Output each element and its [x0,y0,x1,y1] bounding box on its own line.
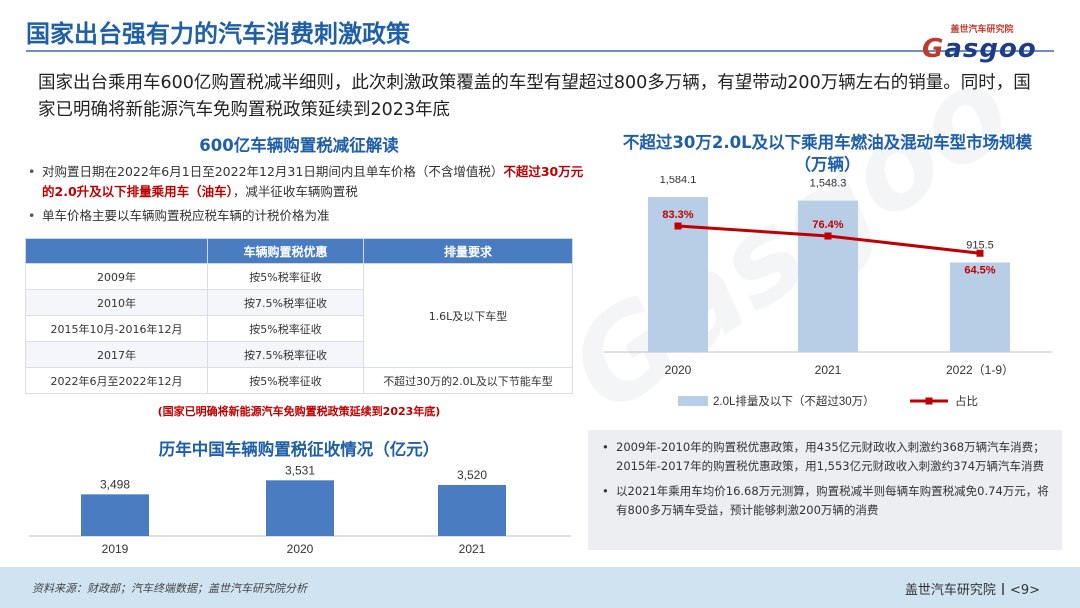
legend-bar-label: 2.0L排量及以下（不超过30万） [713,394,875,408]
table-row: 2017年 按7.5%税率征收 [25,341,573,368]
x-tick-label: 2019 [102,542,129,556]
table-cell-policy: 按5%税率征收 [207,263,364,290]
share-label: 83.3% [662,209,693,221]
table-row: 2022年6月至2022年12月 按5%税率征收 不超过30万的2.0L及以下节… [25,367,573,394]
table-row: 2009年 按5%税率征收 1.6L及以下车型 [25,263,573,368]
tax-bullets: 对购置日期在2022年6月1日至2022年12月31日期间内且单车价格（不含增值… [28,162,588,230]
table-header-policy: 车辆购置税优惠 [207,238,364,264]
table-cell-year: 2017年 [25,341,208,368]
legend-bar-swatch [678,396,708,406]
legend-line-label: 占比 [955,394,978,408]
table-cell-year: 2022年6月至2022年12月 [25,367,208,394]
footer: 资料来源：财政部；汽车终端数据；盖世汽车研究院分析 盖世汽车研究院 <9> [0,567,1080,608]
table-cell-year: 2010年 [25,289,208,316]
tax-section-title: 600亿车辆购置税减征解读 [199,136,399,155]
effect-bullet-1: 2009年-2010年的购置税优惠政策，用435亿元财政收入刺激约368万辆汽车… [600,438,1050,476]
table-row: 2015年10月-2016年12月 按5%税率征收 [25,315,573,342]
table-cell-requirement: 1.6L及以下车型 [363,263,573,368]
table-header-row: 车辆购置税优惠 排量要求 [25,238,573,264]
table-cell-policy: 按7.5%税率征收 [207,289,364,316]
x-tick-label: 2020 [287,542,314,556]
bar-value-label: 1,548.3 [810,178,847,190]
bar-2021 [438,485,506,536]
bar-2019 [81,494,149,536]
table-cell-requirement: 不超过30万的2.0L及以下节能车型 [363,367,573,394]
x-tick-label: 2021 [815,363,842,377]
intro-text: 国家出台乘用车600亿购置税减半细则，此次刺激政策覆盖的车型有望超过800多万辆… [38,73,1031,120]
page-title: 国家出台强有力的汽车消费刺激政策 [26,20,410,48]
logo-wordmark: Gasgoo [922,34,1037,64]
x-tick-label: 2020 [665,363,692,377]
page-number: <9> [1009,583,1040,598]
table-row: 2010年 按7.5%税率征收 [25,289,573,316]
share-point [824,232,832,240]
tax-policy-table: 车辆购置税优惠 排量要求 2009年 按5%税率征收 1.6L及以下车型 201… [25,238,573,394]
share-label: 64.5% [964,264,995,276]
tax-bullet-2: 单车价格主要以车辆购置税应税车辆的计税价格为准 [28,206,588,226]
table-header-requirement: 排量要求 [363,238,573,264]
bar-value-label: 915.5 [966,239,994,251]
table-cell-policy: 按5%税率征收 [207,315,364,342]
share-label: 76.4% [812,219,843,231]
data-label: 3,531 [285,463,315,477]
tax-revenue-chart-title: 历年中国车辆购置税征收情况（亿元） [158,440,440,459]
data-label: 3,520 [457,468,487,482]
effect-bullet-2: 以2021年乘用车均价16.68万元测算，购置税减半则每辆车购置税减免0.74万… [600,482,1050,520]
share-point [674,222,682,230]
tax-revenue-bar-chart: 3,498 2019 3,531 2020 3,520 2021 [29,463,571,556]
table-cell-year: 2009年 [25,263,208,290]
table-cell-policy: 按7.5%税率征收 [207,341,364,368]
policy-effect-box: 2009年-2010年的购置税优惠政策，用435亿元财政收入刺激约368万辆汽车… [588,430,1062,550]
logo-tagline: 盖世汽车研究院 [950,25,1014,35]
legend-line-marker [925,397,933,405]
footer-brand: 盖世汽车研究院 <9> [904,583,1040,598]
nev-note: (国家已明确将新能源汽车免购置税政策延续到2023年底) [157,405,441,418]
title-divider [26,50,1054,52]
table-cell-year: 2015年10月-2016年12月 [25,315,208,342]
table-cell-policy: 按5%税率征收 [207,367,364,394]
gasgoo-logo: 盖世汽车研究院 Gasgoo [922,22,1042,64]
share-point [976,249,984,257]
x-tick-label: 2021 [459,542,486,556]
bar-2021 [798,200,858,352]
market-chart-title: 不超过30万2.0L及以下乘用车燃油及混动车型市场规模 （万辆） [622,133,1033,174]
bar-2022（1-9） [950,262,1010,352]
source-note: 资料来源：财政部；汽车终端数据；盖世汽车研究院分析 [32,582,307,595]
bar-2020 [266,480,334,536]
data-label: 3,498 [100,477,130,491]
tax-bullet-1: 对购置日期在2022年6月1日至2022年12月31日期间内且单车价格（不含增值… [28,162,588,202]
market-size-combo-chart: 1,584.1 2020 1,548.3 2021 915.5 2022（1-9） 83.3… [604,176,1052,408]
x-tick-label: 2022（1-9） [946,363,1014,377]
table-header-year [25,238,208,264]
bar-value-label: 1,584.1 [660,176,697,186]
